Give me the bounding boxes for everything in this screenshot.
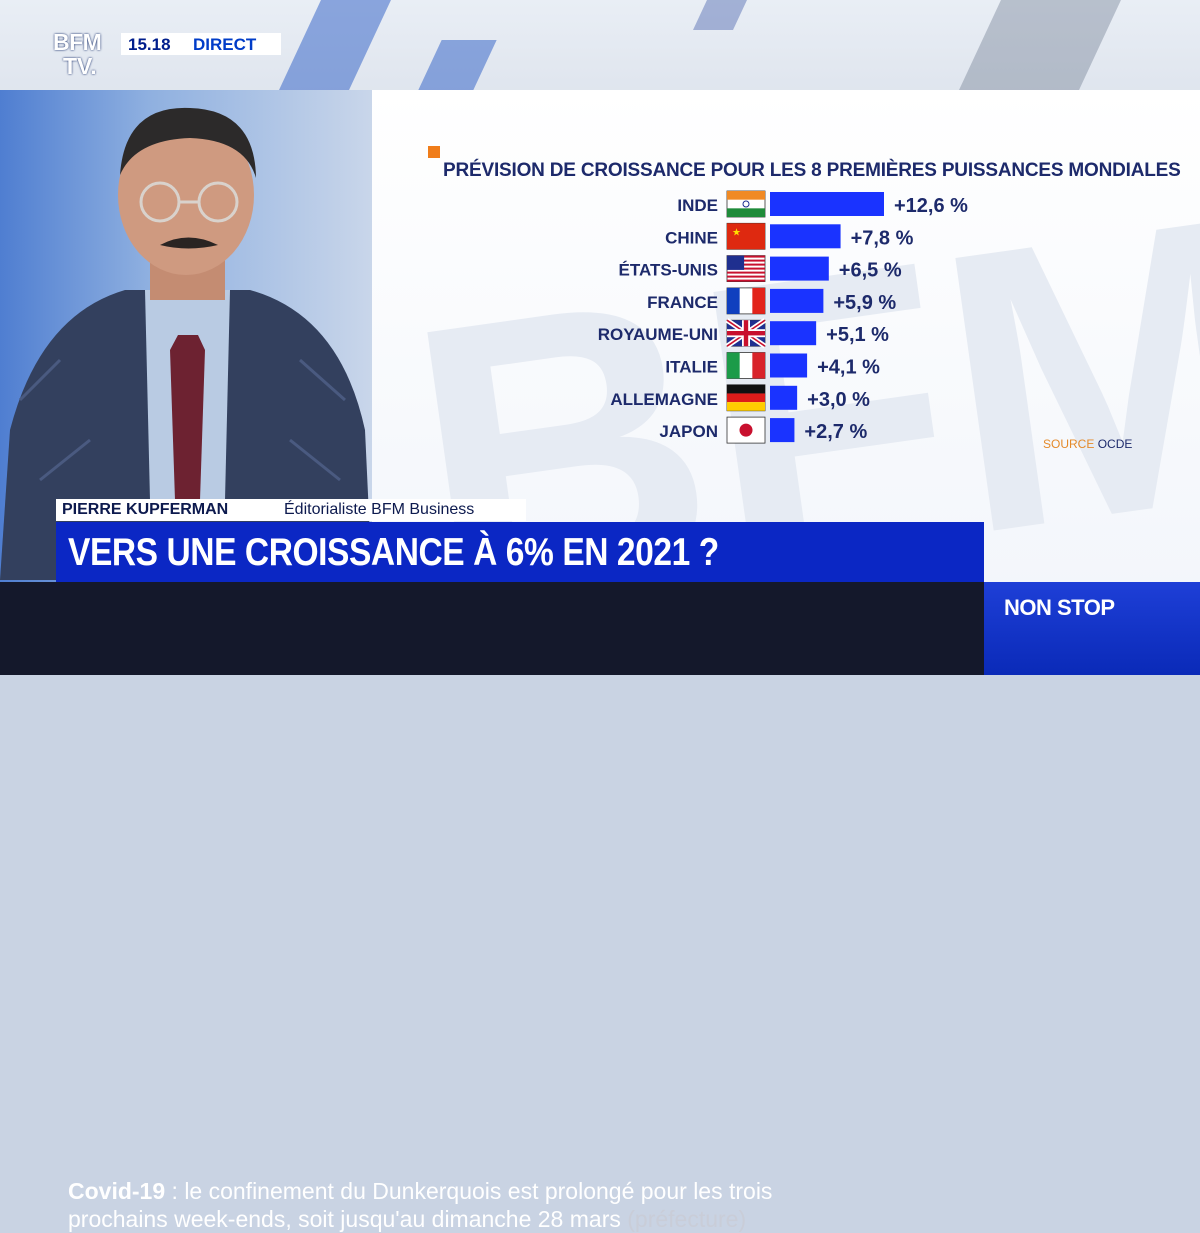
japan-flag-icon	[726, 416, 766, 444]
clock-bar	[121, 33, 281, 55]
category-label: ITALIE	[665, 358, 718, 377]
speaker-title: Éditorialiste BFM Business	[284, 501, 475, 518]
usa-flag-icon	[726, 255, 766, 282]
category-label: ROYAUME-UNI	[598, 325, 718, 344]
france-flag-icon	[726, 287, 766, 315]
value-label: +12,6 %	[894, 195, 968, 217]
growth-bar	[770, 385, 798, 410]
growth-bar-chart: INDE +12,6 % CHINE ★ +7,8 % ÉTATS-UNIS +6,5 % F…	[598, 190, 968, 444]
channel-logo: BFM TV.	[53, 30, 117, 88]
growth-bar	[770, 224, 841, 249]
italy-flag-icon	[726, 352, 766, 379]
value-label: +4,1 %	[817, 357, 880, 379]
nonstop-badge: NON STOP	[984, 582, 1200, 675]
backdrop-stripe	[693, 0, 747, 30]
value-label: +2,7 %	[804, 421, 867, 443]
ticker-line-2: prochains week-ends, soit jusqu'au diman…	[68, 1206, 746, 1233]
source-label: SOURCE	[1043, 437, 1095, 451]
live-badge: DIRECT	[193, 35, 257, 54]
backdrop-stripe	[279, 0, 391, 90]
ticker-tag: Covid-19	[68, 1178, 166, 1204]
speaker-name: PIERRE KUPFERMAN	[62, 501, 229, 518]
logo-line-2: TV.	[63, 53, 97, 79]
logo-line-1: BFM	[53, 29, 102, 55]
backdrop-stripe	[418, 40, 497, 90]
value-label: +5,9 %	[833, 292, 896, 314]
uk-flag-icon	[725, 318, 767, 349]
chart-title: PRÉVISION DE CROISSANCE POUR LES 8 PREMI…	[443, 160, 1181, 181]
presenter-image	[0, 107, 372, 580]
value-label: +6,5 %	[839, 260, 902, 282]
ticker-source: (préfecture)	[627, 1206, 747, 1232]
value-label: +3,0 %	[807, 389, 870, 411]
value-label: +5,1 %	[826, 324, 889, 346]
news-ticker: Covid-19 : le confinement du Dunkerquois…	[0, 582, 984, 1232]
ticker-text-1: le confinement du Dunkerquois est prolon…	[184, 1178, 773, 1204]
headline-text: VERS UNE CROISSANCE À 6% EN 2021 ?	[68, 531, 719, 574]
growth-bar	[770, 353, 808, 378]
title-accent-square	[428, 146, 440, 158]
backdrop-stripe	[959, 0, 1121, 90]
growth-bar	[770, 256, 829, 281]
germany-flag-icon	[726, 384, 766, 412]
source-value: OCDE	[1097, 437, 1133, 451]
ticker-line-1: Covid-19 : le confinement du Dunkerquois…	[68, 1178, 772, 1205]
category-label: ÉTATS-UNIS	[619, 261, 718, 280]
ticker-text-2: prochains week-ends, soit jusqu'au diman…	[68, 1206, 621, 1232]
growth-bar	[770, 321, 817, 346]
name-strap: PIERRE KUPFERMAN Éditorialiste BFM Busin…	[56, 499, 526, 521]
clock-time: 15.18	[128, 35, 171, 54]
category-label: FRANCE	[647, 293, 718, 312]
value-label: +7,8 %	[851, 227, 914, 249]
growth-bar	[770, 288, 824, 313]
growth-bar	[770, 192, 884, 216]
india-flag-icon	[726, 190, 766, 218]
category-label: CHINE	[665, 228, 718, 247]
headline-banner: VERS UNE CROISSANCE À 6% EN 2021 ?	[56, 522, 984, 582]
category-label: INDE	[677, 196, 718, 215]
category-label: ALLEMAGNE	[610, 390, 718, 409]
chart-source: SOURCE OCDE	[1043, 437, 1132, 451]
svg-text:★: ★	[732, 227, 741, 238]
growth-bar	[770, 418, 795, 443]
category-label: JAPON	[659, 422, 718, 441]
ticker-separator: :	[165, 1178, 185, 1204]
china-flag-icon: ★	[726, 222, 766, 250]
nonstop-label: NON STOP	[1004, 595, 1115, 620]
